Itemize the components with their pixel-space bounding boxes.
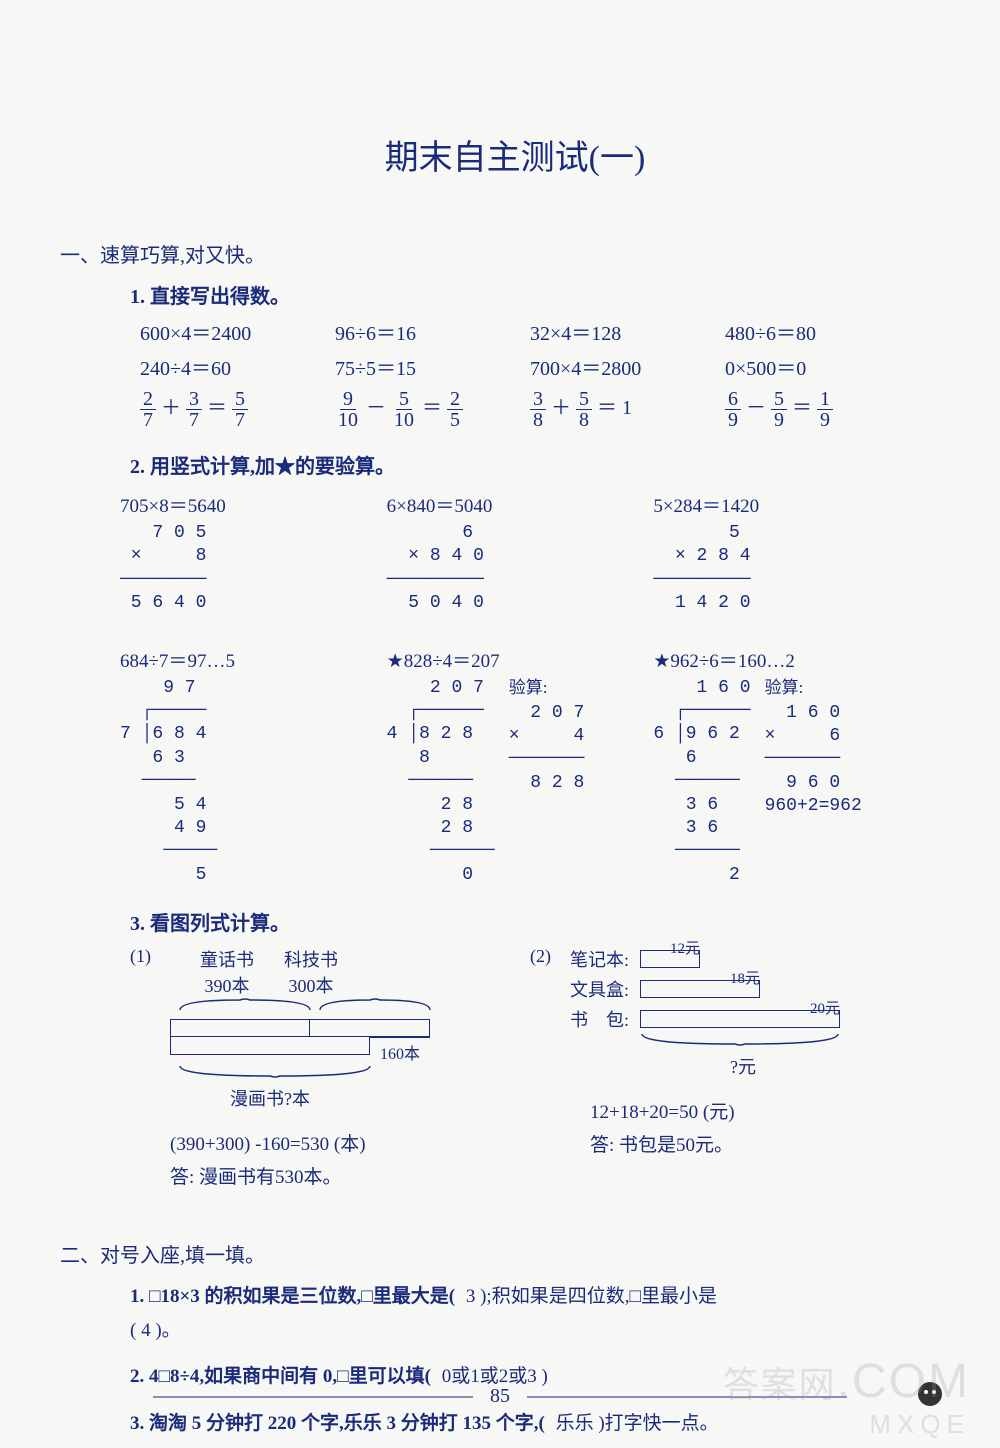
ans: 2400 <box>211 323 251 345</box>
section-2-header: 二、对号入座,填一填。 <box>60 1239 940 1268</box>
answer: 答: 漫画书有530本。 <box>170 1162 530 1189</box>
text: 1. □18×3 的积如果是三位数,□里最大是( <box>130 1286 455 1307</box>
page-title: 期末自主测试(一) <box>90 130 940 179</box>
label: 文具盒: <box>570 976 640 1002</box>
ans: 128 <box>591 323 621 345</box>
q3-label: 3. 看图列式计算。 <box>130 907 940 936</box>
value: 18元 <box>730 967 760 988</box>
text: )打字快一点。 <box>598 1413 718 1434</box>
diagram-row: (1) 童话书 390本 科技书 300本 160本 漫画书?本 (390+300)… <box>130 946 930 1189</box>
label: 童话书 <box>200 950 254 970</box>
calc: 12+18+20=50 (元) <box>590 1097 930 1124</box>
wm-cn: 答案网 <box>723 1364 837 1405</box>
section-1-header: 一、速算巧算,对又快。 <box>60 239 940 268</box>
text: );积如果是四位数,□里最小是 <box>480 1286 717 1307</box>
expr: 240÷4＝ <box>140 358 211 380</box>
brace-icon <box>170 998 470 1014</box>
arith-row-2: 240÷4＝60 75÷5＝15 700×4＝2800 0×500＝0 <box>140 352 920 381</box>
text: ( <box>130 1320 136 1341</box>
wm-en: .COM <box>837 1355 970 1408</box>
diagram-1: (1) 童话书 390本 科技书 300本 160本 漫画书?本 (390+300)… <box>130 946 530 1189</box>
vertical-row-2: 684÷7＝97…5 9 7 ┌───── 7 │6 8 4 6 3 ─────… <box>120 646 920 888</box>
expr: 600×4＝ <box>140 323 211 345</box>
value: 20元 <box>810 997 840 1018</box>
frac-row: 27 ＋ 37 ＝ 57910 － 510 ＝ 2538 ＋ 58 ＝ 169 … <box>140 389 920 430</box>
vertical-row-1: 705×8＝5640 7 0 5 × 8 ──────── 5 6 4 06×8… <box>120 491 920 616</box>
expr: 75÷5＝ <box>335 358 396 380</box>
text: )。 <box>155 1320 180 1341</box>
page-number: 85 <box>490 1385 510 1407</box>
value: 300本 <box>289 976 334 996</box>
ans: 60 <box>211 358 231 380</box>
brace-icon <box>170 1064 470 1080</box>
brace-icon <box>640 1032 920 1048</box>
d2-num: (2) <box>530 946 570 1157</box>
wm-mid: MXQE <box>723 1409 970 1440</box>
d1-num: (1) <box>130 946 170 1189</box>
ans: 0 <box>796 358 806 380</box>
calc: (390+300) -160=530 (本) <box>170 1129 530 1156</box>
label: 笔记本: <box>570 946 640 972</box>
expr: 96÷6＝ <box>335 323 396 345</box>
question: 漫画书?本 <box>170 1085 370 1111</box>
q1-label: 1. 直接写出得数。 <box>130 280 940 309</box>
watermark: 答案网.COM MXQE <box>723 1354 970 1440</box>
value: 390本 <box>205 976 250 996</box>
expr: 32×4＝ <box>530 323 591 345</box>
q2-label: 2. 用竖式计算,加★的要验算。 <box>130 450 940 479</box>
fill-1: 1. □18×3 的积如果是三位数,□里最大是( 3 );积如果是四位数,□里最… <box>130 1280 940 1348</box>
diagram-2: (2) 笔记本:12元 文具盒:18元 书 包:20元 ?元 12+18+20=… <box>530 946 930 1189</box>
arith-row-1: 600×4＝2400 96÷6＝16 32×4＝128 480÷6＝80 <box>140 317 920 346</box>
ans: 4 <box>141 1320 151 1341</box>
ans: 80 <box>796 323 816 345</box>
ans: 乐乐 <box>556 1413 594 1434</box>
ans: 15 <box>396 358 416 380</box>
ans: 2800 <box>601 358 641 380</box>
ans: 16 <box>396 323 416 345</box>
value: 160本 <box>370 1037 430 1064</box>
text: 3. 淘淘 5 分钟打 220 个字,乐乐 3 分钟打 135 个字,( <box>130 1413 545 1434</box>
label: 科技书 <box>284 950 338 970</box>
question: ?元 <box>730 1053 930 1079</box>
label: 书 包: <box>570 1006 640 1032</box>
value: 12元 <box>670 937 700 958</box>
expr: 0×500＝ <box>725 358 796 380</box>
answer: 答: 书包是50元。 <box>590 1130 930 1157</box>
expr: 700×4＝ <box>530 358 601 380</box>
ans: 3 <box>466 1286 476 1307</box>
expr: 480÷6＝ <box>725 323 796 345</box>
